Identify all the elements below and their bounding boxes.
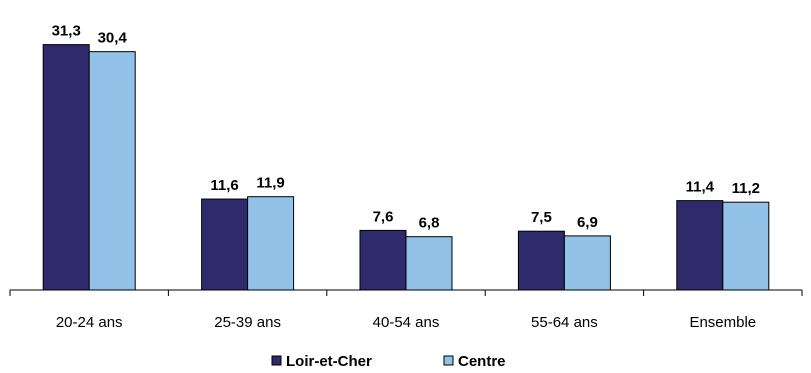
bar-loir-et-cher-55-64-ans <box>517 230 565 291</box>
bar-centre-20-24-ans <box>88 51 136 291</box>
legend-label-centre: Centre <box>458 353 506 370</box>
bar-loir-et-cher-40-54-ans <box>359 229 407 291</box>
x-tick-label-40-54-ans: 40-54 ans <box>373 314 440 331</box>
bar-centre-55-64-ans <box>563 235 611 291</box>
bar-centre-25-39-ans <box>247 196 295 291</box>
bar-loir-et-cher-20-24-ans <box>42 44 90 291</box>
legend: Loir-et-Cher Centre <box>271 353 506 370</box>
data-label-centre-ensemble: 11,2 <box>732 180 760 197</box>
bars-layer <box>42 44 770 291</box>
x-tick-label-25-39-ans: 25-39 ans <box>214 314 281 331</box>
data-label-centre-40-54-ans: 6,8 <box>419 215 440 232</box>
x-tick-label-55-64-ans: 55-64 ans <box>531 314 598 331</box>
bar-centre-40-54-ans <box>405 236 453 291</box>
x-tick-label-20-24-ans: 20-24 ans <box>56 314 123 331</box>
data-label-loir-et-cher-20-24-ans: 31,3 <box>52 23 81 40</box>
bar-loir-et-cher-ensemble <box>676 200 724 291</box>
data-label-loir-et-cher-40-54-ans: 7,6 <box>373 208 394 225</box>
data-label-loir-et-cher-25-39-ans: 11,6 <box>210 177 238 194</box>
legend-swatch-loir-et-cher <box>271 355 282 366</box>
x-tick-label-ensemble: Ensemble <box>689 314 756 331</box>
legend-label-loir-et-cher: Loir-et-Cher <box>286 353 372 370</box>
data-label-loir-et-cher-55-64-ans: 7,5 <box>531 209 552 226</box>
bar-loir-et-cher-25-39-ans <box>201 198 249 291</box>
bar-centre-ensemble <box>722 201 770 291</box>
data-label-loir-et-cher-ensemble: 11,4 <box>686 179 715 196</box>
legend-swatch-centre <box>443 355 454 366</box>
data-label-centre-55-64-ans: 6,9 <box>577 214 598 231</box>
data-label-centre-20-24-ans: 30,4 <box>98 30 128 47</box>
x-axis <box>9 289 803 296</box>
labels-layer: 20-24 ans 31,3 30,4 25-39 ans 11,6 11,9 40-54 … <box>52 23 760 331</box>
data-label-centre-25-39-ans: 11,9 <box>256 175 284 192</box>
